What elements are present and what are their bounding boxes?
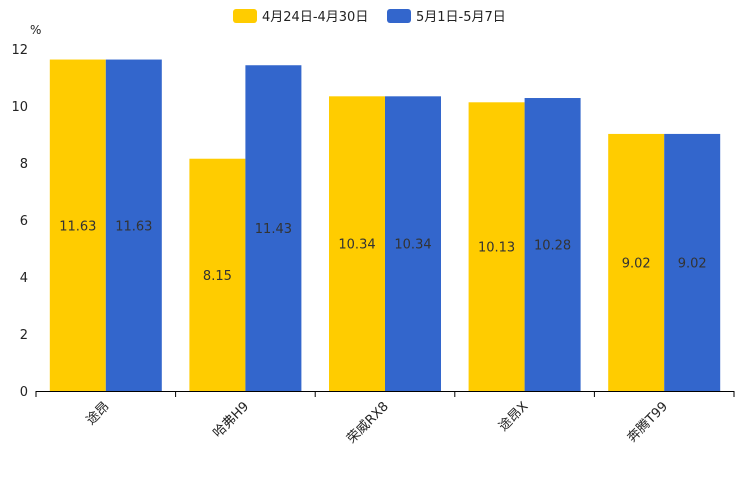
bar-value-label: 9.02 [622, 256, 651, 271]
bar-value-label: 10.13 [478, 241, 515, 256]
bar-series-2 [245, 65, 302, 392]
bar-series-1 [608, 133, 665, 391]
bar-value-label: 10.28 [534, 239, 571, 254]
bar-series-1 [189, 158, 246, 391]
bar-value-label: 8.15 [203, 269, 232, 284]
bar-value-label: 9.02 [678, 256, 707, 271]
bar-series-2 [524, 98, 581, 392]
legend-swatch-series-1 [233, 9, 257, 23]
legend-swatch-series-2 [387, 9, 411, 23]
bar-value-label: 10.34 [394, 238, 431, 253]
x-tick-label: 荣威RX8 [344, 399, 392, 447]
bar-series-2 [105, 59, 162, 392]
bar-value-label: 10.34 [338, 238, 375, 253]
bar-labels: 11.63 11.63 8.15 11.43 10.34 10.34 10.13 10.28 9… [59, 219, 706, 284]
bar-series-2 [664, 133, 721, 391]
x-tick-label: 途昂X [495, 398, 531, 434]
bar-value-label: 11.63 [115, 219, 152, 234]
y-axis-unit: % [30, 23, 41, 37]
y-tick-label: 2 [20, 328, 28, 343]
legend-label-series-1: 4月24日-4月30日 [262, 10, 368, 25]
bar-value-label: 11.43 [255, 222, 292, 237]
x-axis: 途昂 哈弗H9 荣威RX8 途昂X 奔腾T99 [35, 391, 735, 447]
x-tick-label: 途昂 [83, 399, 113, 429]
legend-label-series-2: 5月1日-5月7日 [416, 10, 506, 25]
y-axis: 0 2 4 6 8 10 12 [11, 43, 28, 400]
x-tick-label: 奔腾T99 [624, 399, 671, 446]
y-tick-label: 8 [20, 157, 28, 172]
bar-series-1 [329, 96, 385, 391]
bar-series-2 [385, 96, 441, 391]
x-tick-label: 哈弗H9 [210, 399, 252, 441]
y-tick-label: 0 [20, 385, 28, 400]
bar-series-1 [49, 59, 106, 392]
bar-series-1 [468, 102, 525, 392]
bars [49, 59, 721, 392]
legend: 4月24日-4月30日 5月1日-5月7日 [233, 9, 506, 25]
y-tick-label: 10 [11, 100, 28, 115]
y-tick-label: 4 [20, 271, 28, 286]
bar-value-label: 11.63 [59, 219, 96, 234]
y-tick-label: 12 [11, 43, 28, 58]
y-tick-label: 6 [20, 214, 28, 229]
